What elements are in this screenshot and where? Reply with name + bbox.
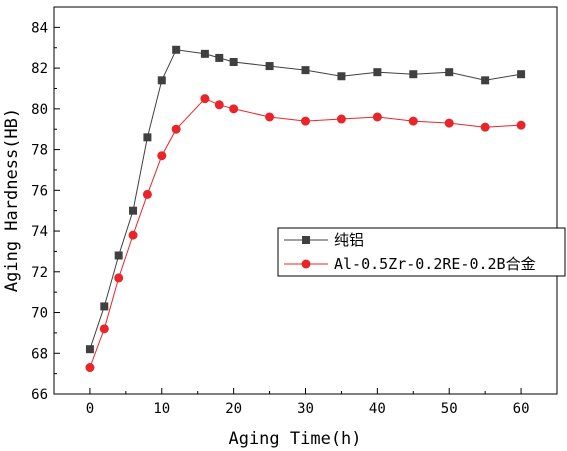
x-axis-title: Aging Time(h) <box>228 429 361 449</box>
series-line <box>89 49 522 350</box>
y-tick-label: 70 <box>31 306 48 322</box>
data-point <box>214 100 224 110</box>
data-point <box>157 151 167 161</box>
y-tick-label: 74 <box>31 224 48 240</box>
x-tick-label: 10 <box>153 401 170 417</box>
x-tick-label: 60 <box>513 401 530 417</box>
x-tick-label: 0 <box>86 401 94 417</box>
series-layer <box>85 45 526 373</box>
data-point <box>143 133 152 142</box>
legend-box <box>277 227 566 277</box>
x-axis-ticks: 0 10 20 30 40 50 60 <box>53 388 558 417</box>
plot-frame <box>53 6 558 395</box>
y-tick-label: 72 <box>31 265 48 281</box>
data-point <box>517 70 526 79</box>
y-tick-label: 78 <box>31 143 48 159</box>
y-tick-label: 76 <box>31 183 48 199</box>
legend-marker <box>302 236 310 244</box>
y-tick-label: 82 <box>31 61 48 77</box>
data-point <box>114 251 123 260</box>
series-line <box>89 98 522 368</box>
data-point <box>301 66 310 75</box>
x-tick-label: 20 <box>225 401 242 417</box>
y-tick-label: 84 <box>31 20 48 36</box>
data-point <box>114 273 124 283</box>
data-point <box>265 62 274 71</box>
y-tick-label: 68 <box>31 346 48 362</box>
y-tick-label: 66 <box>31 387 48 403</box>
legend-label: 纯铝 <box>334 231 364 249</box>
data-point <box>409 70 418 79</box>
legend-label: Al-0.5Zr-0.2RE-0.2B合金 <box>334 255 536 273</box>
data-point <box>171 124 181 134</box>
data-point <box>373 68 382 77</box>
data-point <box>200 49 209 58</box>
data-point <box>480 122 490 132</box>
x-tick-label: 50 <box>441 401 458 417</box>
data-point <box>128 230 138 240</box>
y-axis-ticks: 66 68 70 72 74 76 78 80 82 84 <box>31 6 60 403</box>
data-point <box>444 118 454 128</box>
data-point <box>337 72 346 81</box>
data-point <box>142 189 152 199</box>
data-point <box>408 116 418 126</box>
data-point <box>157 76 166 85</box>
data-point <box>229 57 238 66</box>
data-point <box>229 104 239 114</box>
data-point <box>481 76 490 85</box>
data-point <box>265 112 275 122</box>
x-tick-label: 30 <box>297 401 314 417</box>
data-point <box>99 324 109 334</box>
data-point <box>85 345 94 354</box>
data-point <box>336 114 346 124</box>
data-point <box>100 302 109 311</box>
x-tick-label: 40 <box>369 401 386 417</box>
data-point <box>372 112 382 122</box>
data-point <box>172 45 181 54</box>
legend: 纯铝 Al-0.5Zr-0.2RE-0.2B合金 <box>277 227 566 277</box>
legend-marker <box>301 259 311 269</box>
data-point <box>301 116 310 126</box>
data-point <box>200 94 210 104</box>
y-axis-title: Aging Hardness(HB) <box>2 108 22 292</box>
data-point <box>445 68 454 77</box>
data-point <box>215 53 224 62</box>
y-tick-label: 80 <box>31 102 48 118</box>
data-point <box>516 120 526 130</box>
data-point <box>85 363 95 373</box>
data-point <box>129 206 138 215</box>
